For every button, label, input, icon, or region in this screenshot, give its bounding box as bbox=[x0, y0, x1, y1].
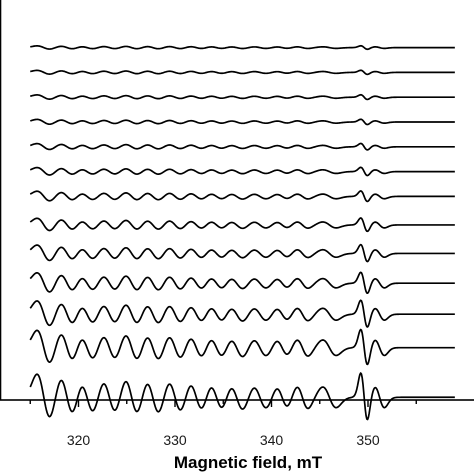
spectra-group bbox=[29, 44, 455, 421]
spectrum-line-2 bbox=[30, 69, 455, 76]
spectrum-line-13 bbox=[29, 372, 455, 421]
spectrum-line-1 bbox=[30, 44, 455, 51]
spectrum-line-9 bbox=[29, 243, 455, 263]
x-tick-label: 320 bbox=[67, 432, 91, 448]
spectrum-line-4 bbox=[30, 118, 455, 126]
spectrum-line-5 bbox=[29, 142, 455, 151]
spectrum-line-6 bbox=[29, 166, 455, 177]
x-ticks bbox=[29, 400, 417, 407]
spectrum-line-12 bbox=[29, 328, 455, 366]
spectrum-line-8 bbox=[29, 217, 455, 233]
spectrum-line-3 bbox=[30, 93, 455, 101]
x-tick-label: 330 bbox=[163, 432, 187, 448]
spectrum-line-11 bbox=[29, 299, 455, 328]
plot-frame bbox=[0, 0, 474, 401]
x-axis-label: Magnetic field, mT bbox=[174, 453, 323, 472]
x-tick-labels: 320 330 340 350 bbox=[67, 432, 380, 448]
x-tick-label: 340 bbox=[260, 432, 284, 448]
spectrum-line-10 bbox=[29, 271, 455, 295]
x-tick-label: 350 bbox=[356, 432, 380, 448]
spectrum-line-7 bbox=[29, 190, 455, 203]
